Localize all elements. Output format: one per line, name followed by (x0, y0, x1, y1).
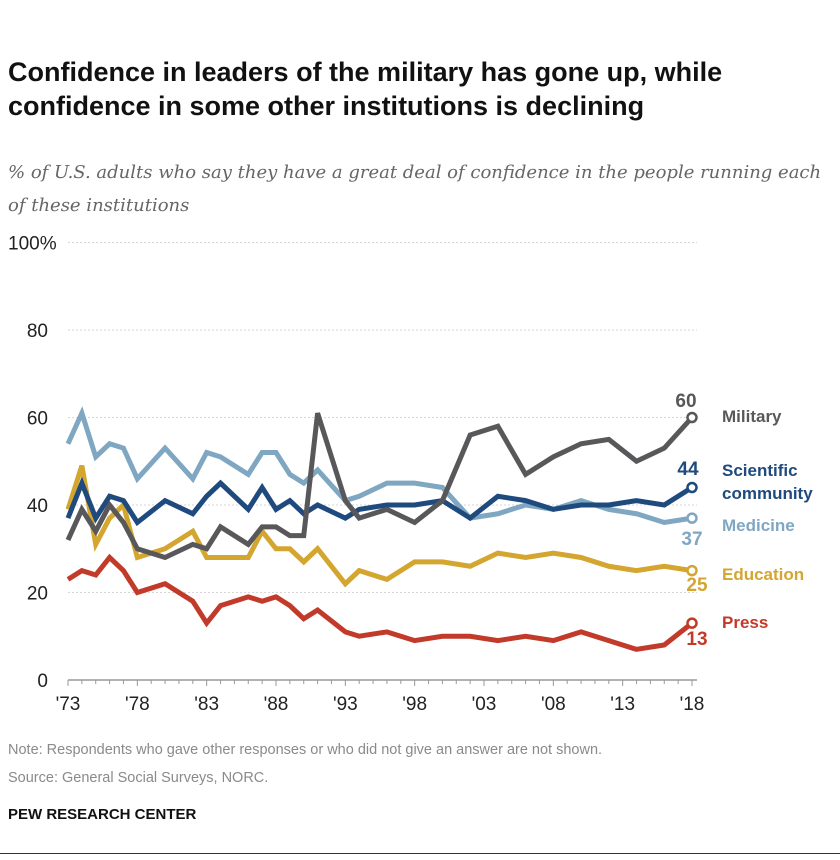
x-tick-label: '83 (194, 694, 219, 715)
bottom-rule (0, 853, 840, 854)
x-tick-label: '08 (541, 694, 566, 715)
end-value-label: 25 (686, 575, 708, 596)
series-label: Military (722, 407, 782, 426)
y-tick-label: 40 (27, 496, 48, 517)
end-point-marker (686, 481, 698, 494)
brand-name: PEW RESEARCH CENTER (8, 806, 197, 823)
y-tick-label: 60 (27, 409, 48, 430)
end-value-label: 44 (677, 459, 699, 480)
end-point-marker (686, 411, 698, 424)
series-label: Scientific (722, 461, 798, 480)
end-value-label: 60 (675, 391, 696, 412)
series-label: Education (722, 565, 804, 584)
y-tick-label: 80 (27, 321, 48, 342)
end-value-label: 13 (686, 629, 707, 650)
y-tick-label: 20 (27, 584, 48, 605)
x-tick-label: '18 (680, 694, 705, 715)
x-tick-label: '88 (264, 694, 289, 715)
series-line-press (66, 553, 694, 652)
y-tick-label: 0 (37, 671, 48, 692)
x-tick-label: '93 (333, 694, 358, 715)
source-text: Source: General Social Surveys, NORC. (8, 770, 269, 786)
series-label: Medicine (722, 516, 795, 535)
series-line-scientific-community (65, 476, 694, 527)
footnote: Note: Respondents who gave other respons… (8, 736, 602, 792)
series-label: Press (722, 613, 768, 632)
end-point-marker (686, 617, 698, 629)
note-text: Note: Respondents who gave other respons… (8, 742, 603, 758)
end-point-marker (686, 512, 698, 524)
x-tick-label: '73 (56, 694, 81, 715)
series-line-education (65, 464, 693, 588)
chart-subtitle: % of U.S. adults who say they have a gre… (8, 162, 822, 216)
series-line-military (65, 412, 694, 561)
x-tick-label: '98 (402, 694, 427, 715)
series-label: community (722, 484, 813, 503)
x-tick-label: '78 (125, 694, 150, 715)
x-tick-label: '13 (610, 694, 635, 715)
y-tick-label: 100% (8, 234, 57, 255)
line-chart: 0 20 40 60 80 100% '73 '78 '83 '88 '93 '98 '03 '08 '13… (8, 234, 813, 716)
chart-title: Confidence in leaders of the military ha… (8, 57, 723, 121)
x-tick-label: '03 (472, 694, 497, 715)
end-value-label: 37 (681, 529, 702, 550)
end-point-marker (686, 564, 698, 577)
